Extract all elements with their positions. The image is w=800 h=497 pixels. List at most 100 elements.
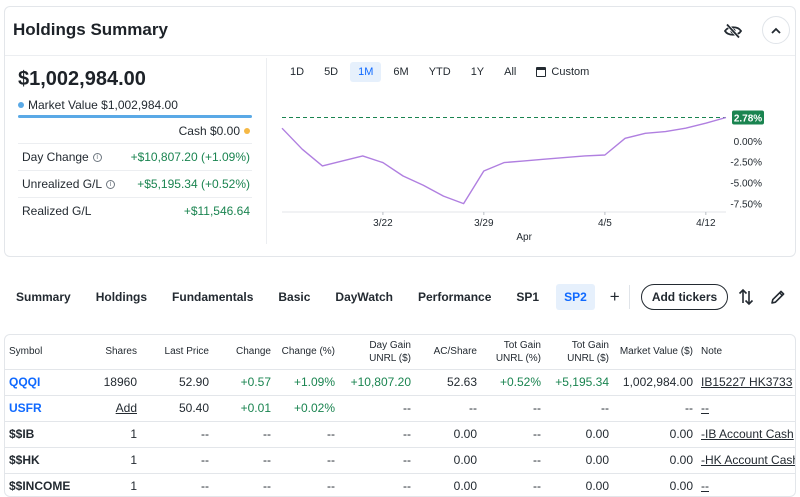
range-6m[interactable]: 6M [393, 66, 409, 78]
info-icon[interactable]: i [92, 152, 102, 162]
symbol-link[interactable]: USFR [9, 401, 42, 415]
note-link[interactable]: -HK Account Cash [701, 453, 796, 467]
tab-sp1[interactable]: SP1 [516, 290, 540, 304]
ac-share-cell: 0.00 [415, 421, 481, 448]
market-value-cell: 1,002,984.00 [613, 369, 697, 396]
tab-daywatch[interactable]: DayWatch [335, 290, 393, 304]
eye-off-icon[interactable] [720, 18, 746, 44]
y-tick-label: -2.50% [730, 158, 762, 169]
x-month-label: Apr [516, 232, 532, 243]
range-5d[interactable]: 5D [324, 66, 339, 78]
range-1y[interactable]: 1Y [470, 66, 485, 78]
column-header[interactable]: Last Price [141, 335, 213, 370]
column-header[interactable]: Tot Gain UNRL ($) [545, 335, 613, 370]
tab-summary[interactable]: Summary [16, 290, 71, 304]
last-price-cell: 52.90 [141, 369, 213, 396]
change-cell: -- [213, 447, 275, 474]
ac-share-cell: 0.00 [415, 447, 481, 474]
tot-gain-cell: +5,195.34 [545, 369, 613, 396]
header-divider [5, 55, 795, 56]
tab-performance[interactable]: Performance [418, 290, 492, 304]
last-value-label: 2.78% [734, 114, 762, 125]
market-value-legend: Market Value $1,002,984.00 [18, 98, 178, 112]
y-tick-label: -5.00% [730, 179, 762, 190]
market-value-dot [18, 102, 24, 108]
last-price-cell: -- [141, 473, 213, 496]
change-cell: -- [213, 421, 275, 448]
day-gain-cell: -- [339, 447, 415, 474]
note-link[interactable]: -- [701, 401, 709, 415]
change-pct-cell: -- [275, 473, 339, 496]
column-header[interactable]: Change [213, 335, 275, 370]
column-header[interactable]: Market Value ($) [613, 335, 697, 370]
ac-share-cell: 52.63 [415, 369, 481, 396]
symbol-text: $$HK [9, 453, 40, 467]
column-header[interactable]: Shares [83, 335, 141, 370]
market-value-cell: 0.00 [613, 421, 697, 448]
y-tick-label: 0.00% [734, 137, 762, 148]
tab-holdings[interactable]: Holdings [95, 290, 148, 304]
series-line [281, 116, 727, 205]
note-link[interactable]: -- [701, 479, 709, 493]
stat-day-change: Day Change i +$10,807.20 (+1.09%) [18, 143, 252, 170]
stat-label: Realized G/L [22, 204, 92, 218]
shares-cell: 1 [83, 421, 141, 448]
x-tick-label: 4/5 [598, 218, 612, 229]
cash-label: Cash $0.00 [178, 124, 240, 138]
tot-gain-cell: 0.00 [545, 421, 613, 448]
change-cell: +0.01 [213, 395, 275, 422]
market-value-cell: -- [613, 395, 697, 422]
stat-value: +$11,546.64 [183, 204, 250, 218]
performance-chart: 0.00% -2.50% -5.00% -7.50% 3/22 3/29 4/5 4/12 Ap… [281, 110, 764, 243]
column-header[interactable]: Note [697, 335, 795, 370]
y-tick-label: -7.50% [730, 200, 762, 211]
note-link[interactable]: -IB Account Cash [701, 427, 794, 441]
range-1m[interactable]: 1M [350, 62, 382, 82]
tot-gain-cell: 0.00 [545, 447, 613, 474]
stat-label: Day Change [22, 150, 89, 164]
add-shares-link[interactable]: Add [115, 401, 137, 415]
tab-basic[interactable]: Basic [278, 290, 311, 304]
table-row: $$IB 1 -- -- -- -- 0.00 -- 0.00 0.00 -IB… [5, 421, 795, 448]
total-value: $1,002,984.00 [18, 68, 146, 90]
column-header[interactable]: Symbol [5, 335, 83, 370]
tab-sp2[interactable]: SP2 [556, 284, 595, 310]
card-title: Holdings Summary [13, 20, 168, 39]
stat-value: +$5,195.34 (+0.52%) [137, 177, 250, 191]
range-custom-label: Custom [551, 66, 590, 78]
pencil-icon[interactable] [770, 289, 786, 305]
column-header[interactable]: Change (%) [275, 335, 339, 370]
info-icon[interactable]: i [106, 179, 116, 189]
stat-unrealized-gl: Unrealized G/L i +$5,195.34 (+0.52%) [18, 170, 252, 197]
shares-cell: 1 [83, 447, 141, 474]
x-tick-label: 3/22 [373, 218, 393, 229]
change-cell: -- [213, 473, 275, 496]
last-price-cell: 50.40 [141, 395, 213, 422]
tab-fundamentals[interactable]: Fundamentals [172, 290, 254, 304]
range-all[interactable]: All [504, 66, 517, 78]
collapse-button[interactable] [762, 16, 790, 44]
change-pct-cell: +0.02% [275, 395, 339, 422]
ac-share-cell: -- [415, 395, 481, 422]
column-header[interactable]: Day Gain UNRL ($) [339, 335, 415, 370]
view-tabs: Summary Holdings Fundamentals Basic DayW… [8, 283, 635, 311]
note-link[interactable]: IB15227 HK3733 [701, 375, 793, 389]
table-row: $$INCOME 1 -- -- -- -- 0.00 -- 0.00 0.00… [5, 473, 795, 496]
symbol-link[interactable]: QQQI [9, 375, 41, 389]
shares-cell: 1 [83, 473, 141, 496]
table-row: QQQI 18960 52.90 +0.57 +1.09% +10,807.20… [5, 369, 795, 396]
add-tickers-button[interactable]: Add tickers [641, 284, 728, 310]
panel-divider [266, 58, 267, 244]
tot-gain-pct-cell: -- [481, 473, 545, 496]
range-custom[interactable]: Custom [528, 62, 597, 82]
range-ytd[interactable]: YTD [428, 66, 451, 78]
column-header[interactable]: AC/Share [415, 335, 481, 370]
tot-gain-cell: 0.00 [545, 473, 613, 496]
ac-share-cell: 0.00 [415, 473, 481, 496]
add-view-button[interactable]: + [609, 287, 620, 306]
chevron-up-icon [771, 27, 781, 34]
range-1d[interactable]: 1D [290, 66, 305, 78]
calendar-icon [536, 67, 547, 77]
sort-arrows-icon[interactable] [737, 287, 755, 307]
column-header[interactable]: Tot Gain UNRL (%) [481, 335, 545, 370]
